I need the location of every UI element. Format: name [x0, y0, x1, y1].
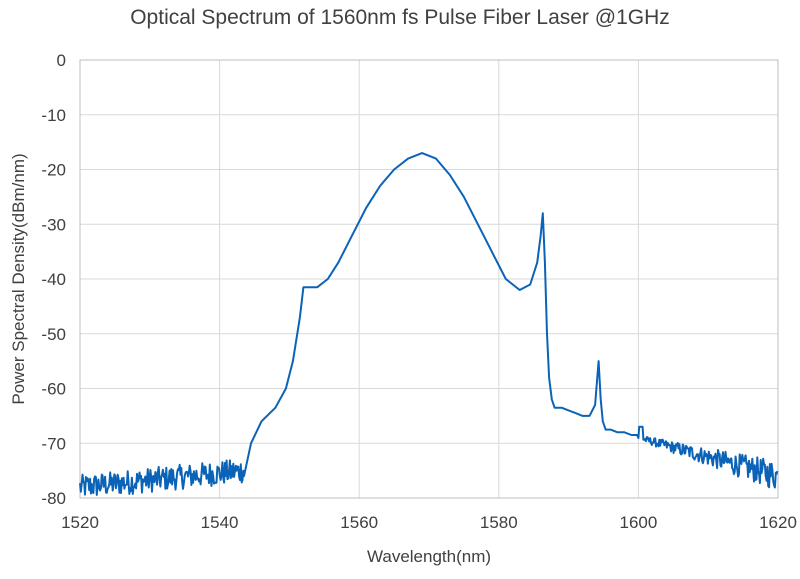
- y-tick-label: -30: [41, 215, 66, 234]
- y-tick-label: 0: [57, 51, 66, 70]
- y-tick-label: -40: [41, 270, 66, 289]
- x-tick-labels: 1520 1540 1560 1580 1600 1620: [61, 513, 797, 532]
- y-tick-labels: 0 -10 -20 -30 -40 -50 -60 -70 -80: [41, 51, 66, 508]
- gridlines: [79, 59, 779, 499]
- x-tick-label: 1560: [340, 513, 378, 532]
- x-tick-label: 1600: [619, 513, 657, 532]
- y-tick-label: -70: [41, 434, 66, 453]
- x-tick-label: 1620: [759, 513, 797, 532]
- y-tick-label: -80: [41, 489, 66, 508]
- y-tick-label: -60: [41, 380, 66, 399]
- y-tick-label: -20: [41, 161, 66, 180]
- x-tick-label: 1520: [61, 513, 99, 532]
- y-axis-label: Power Spectral Density(dBm/nm): [9, 153, 28, 404]
- plot-frame: [79, 59, 779, 499]
- x-tick-label: 1580: [480, 513, 518, 532]
- y-tick-label: -10: [41, 106, 66, 125]
- spectrum-line: [79, 152, 779, 496]
- y-tick-label: -50: [41, 325, 66, 344]
- series-layer: [79, 152, 779, 496]
- x-tick-label: 1540: [201, 513, 239, 532]
- chart-title: Optical Spectrum of 1560nm fs Pulse Fibe…: [130, 6, 670, 29]
- x-axis-label: Wavelength(nm): [367, 547, 491, 566]
